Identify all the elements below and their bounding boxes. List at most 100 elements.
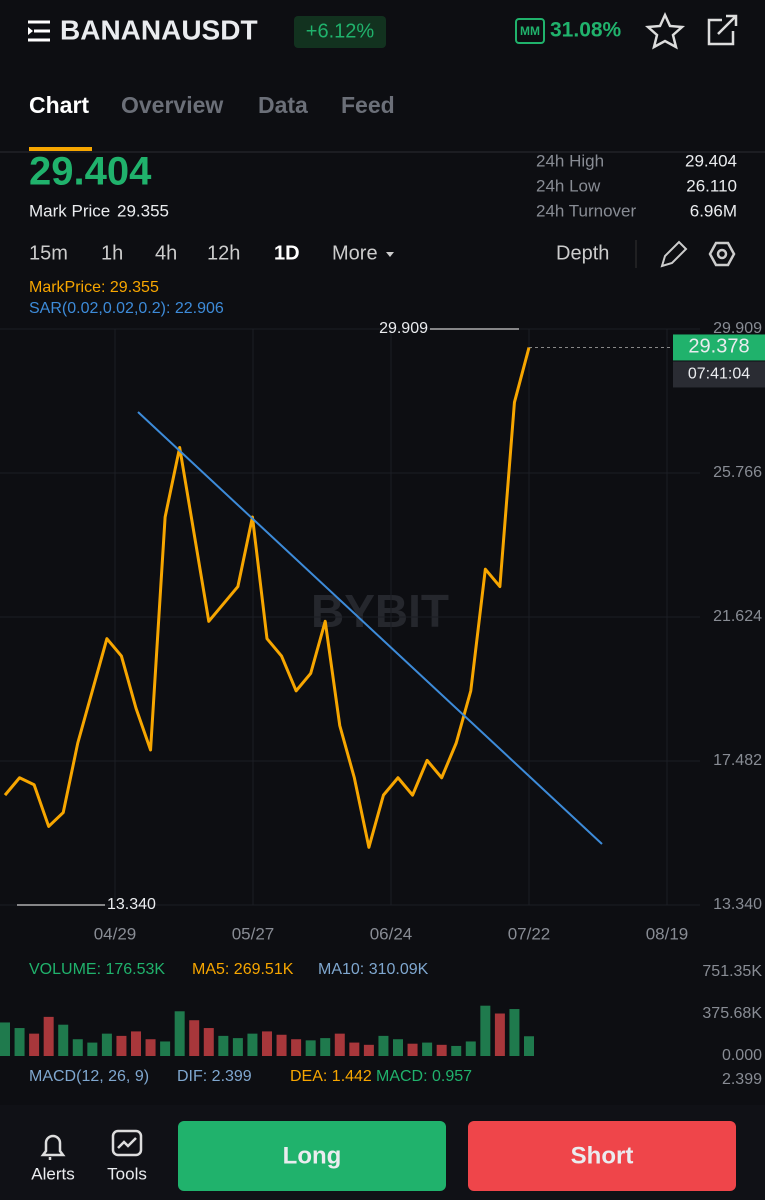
macd-legend: MACD(12, 26, 9) (29, 1068, 149, 1085)
y-tick-label: 375.68K (702, 1005, 762, 1022)
volume-bar (203, 1028, 214, 1056)
volume-bar (218, 1035, 229, 1056)
volume-bar (29, 1033, 40, 1056)
countdown-box (673, 361, 765, 388)
long-button[interactable] (178, 1121, 446, 1191)
last-price-box (673, 334, 765, 361)
volume-bar (232, 1038, 243, 1056)
volume-bar (524, 1036, 534, 1056)
tools-icon[interactable] (111, 1129, 143, 1157)
volume-bar (451, 1045, 462, 1056)
last-price: 29.404 (29, 150, 152, 194)
alerts-icon[interactable] (40, 1134, 66, 1160)
volume-bar (349, 1042, 360, 1056)
ma5-legend: MA5: 269.51K (192, 961, 294, 978)
volume-bar (145, 1039, 156, 1056)
volume-bar (43, 1016, 54, 1056)
volume-bar (58, 1024, 69, 1056)
trendline (137, 411, 603, 845)
tab[interactable]: Feed (341, 92, 395, 118)
symbol[interactable]: BANANAUSDT (60, 14, 258, 45)
depth[interactable]: Depth (556, 242, 609, 264)
tab[interactable]: Overview (121, 92, 223, 118)
volume-bar (116, 1035, 127, 1056)
volume-bar (72, 1039, 83, 1056)
tab[interactable]: Chart (29, 92, 89, 118)
alerts[interactable]: Alerts (31, 1164, 74, 1183)
volume-bar (436, 1044, 447, 1056)
mm-value: 31.08% (550, 19, 622, 42)
favorite-icon[interactable] (644, 11, 686, 50)
x-tick-label: 05/27 (232, 924, 275, 943)
long-label[interactable]: Long (283, 1142, 342, 1169)
y-tick-label: 17.482 (713, 752, 762, 769)
interval[interactable]: 12h (207, 242, 240, 264)
volume-bar (334, 1033, 345, 1056)
y-tick-label: 21.624 (713, 608, 762, 625)
macd-value-legend: MACD: 0.957 (376, 1068, 472, 1085)
interval[interactable]: 4h (155, 242, 177, 264)
sar-indicator: SAR(0.02,0.02,0.2): 22.906 (29, 300, 224, 317)
y-tick-label: 0.000 (722, 1047, 762, 1064)
volume-bar (393, 1039, 403, 1056)
y-tick-label: 29.909 (713, 320, 762, 337)
draw-icon[interactable] (660, 240, 688, 268)
ma10-legend: MA10: 310.09K (318, 961, 429, 978)
menu-icon[interactable] (28, 20, 50, 42)
change-badge (294, 16, 386, 48)
stat-label: 24h Turnover (536, 201, 637, 220)
mark-value: 29.355 (117, 201, 169, 220)
dropdown-arrow (386, 252, 394, 257)
volume-bar (262, 1031, 272, 1056)
volume-bar (174, 1011, 185, 1056)
short-label[interactable]: Short (571, 1142, 634, 1169)
markprice-indicator: MarkPrice: 29.355 (29, 279, 159, 296)
volume-bar (363, 1044, 374, 1056)
tab-underline (29, 147, 92, 151)
dif-legend: DIF: 2.399 (177, 1068, 252, 1085)
y-tick-label: 25.766 (713, 464, 762, 481)
stat-label: 24h High (536, 151, 604, 170)
volume-bar (87, 1042, 98, 1056)
share-icon[interactable] (707, 14, 738, 46)
short-button[interactable] (468, 1121, 736, 1191)
volume-bar (247, 1033, 258, 1056)
low-label: 13.340 (107, 896, 156, 913)
y-tick-label: 751.35K (702, 963, 762, 980)
x-tick-label: 04/29 (94, 924, 137, 943)
x-tick-label: 06/24 (370, 924, 413, 943)
volume-bar (189, 1020, 200, 1056)
change: +6.12% (306, 20, 375, 42)
stat-value: 6.96M (690, 201, 737, 220)
settings-icon[interactable] (708, 241, 736, 267)
interval[interactable]: 1D (274, 242, 300, 264)
interval[interactable]: More (332, 242, 378, 264)
volume-bar (276, 1034, 287, 1056)
interval[interactable]: 15m (29, 242, 68, 264)
volume-bar (101, 1033, 112, 1056)
mm-badge: MM (520, 24, 540, 38)
volume-bar (0, 1022, 10, 1056)
interval[interactable]: 1h (101, 242, 123, 264)
volume-bar (465, 1041, 476, 1056)
volume-bar (422, 1042, 433, 1056)
stat-value: 29.404 (685, 151, 737, 170)
dea-legend: DEA: 1.442 (290, 1068, 372, 1085)
volume-bar (378, 1035, 389, 1056)
tools[interactable]: Tools (107, 1164, 147, 1183)
last-price-label: 29.378 (688, 336, 749, 358)
volume-bar (131, 1031, 141, 1056)
price-line (3, 347, 531, 849)
volume-bar (305, 1040, 316, 1056)
macd-axis-label: 2.399 (722, 1071, 762, 1088)
tab[interactable]: Data (258, 92, 308, 118)
volume-bar (480, 1005, 491, 1056)
high-label: 29.909 (379, 320, 428, 337)
stat-value: 26.110 (686, 176, 737, 195)
countdown: 07:41:04 (688, 366, 750, 383)
volume-bar (407, 1043, 418, 1056)
mm-badge-box (515, 18, 545, 44)
volume-legend: VOLUME: 176.53K (29, 961, 165, 978)
